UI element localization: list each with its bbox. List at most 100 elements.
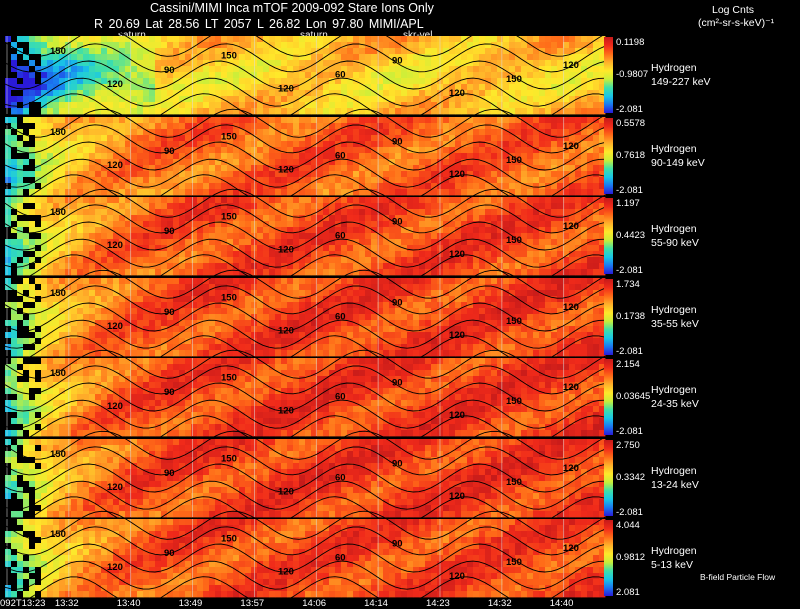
pitch-angle-contours: [4, 269, 606, 365]
pitch-angle-contours: [4, 108, 606, 204]
contour-labels: 150 120 90 150 120 60 90 120 150 120: [50, 207, 579, 260]
contour-label: 120: [278, 244, 294, 255]
contour-line: [4, 335, 606, 365]
contour-label: 150: [50, 288, 66, 299]
contour-label: 60: [335, 69, 346, 80]
overlay-label-saturn-2: saturn: [300, 30, 328, 41]
contour-line: [4, 576, 606, 606]
contour-line: [4, 43, 606, 73]
colorbar-cmid-label: 0.7618: [616, 150, 646, 161]
contour-labels: 150 120 90 150 120 60 90 120 150 120: [50, 288, 579, 341]
colorbar-cmax-label: 0.5578: [616, 118, 646, 129]
contour-label: 120: [107, 321, 123, 332]
contour-label: 90: [392, 216, 403, 227]
contour-label: 150: [506, 557, 522, 568]
panel-5: 150 120 90 150 120 60 90 120 150 120: [4, 349, 613, 445]
contour-label: 120: [278, 164, 294, 175]
contour-line: [4, 446, 606, 476]
contour-line: [4, 158, 606, 188]
contour-label: 150: [221, 534, 237, 545]
colorbar-units: (cm²-sr-s-keV)⁻¹: [698, 17, 775, 29]
contour-label: 150: [221, 454, 237, 465]
colorbar-3: [604, 198, 613, 274]
contour-label: 90: [164, 548, 175, 559]
contour-label: 90: [164, 146, 175, 157]
contour-label: 150: [50, 529, 66, 540]
colorbar-cmin-label: -2.081: [616, 104, 643, 115]
panel-2: 150 120 90 150 120 60 90 120 150 120: [4, 108, 613, 204]
colorbar-cmid-label: 0.03645: [616, 391, 651, 402]
contour-line: [4, 496, 606, 526]
panel-energy: 35-55 keV: [651, 318, 699, 330]
contour-label: 90: [164, 226, 175, 237]
contour-label: 90: [392, 538, 403, 549]
colorbar-cmid-label: 0.1738: [616, 311, 646, 322]
contour-line: [4, 27, 606, 57]
panel-label: Hydrogen 90-149 keV: [651, 142, 791, 170]
contour-line: [4, 526, 606, 556]
x-tick-label: 14:06: [302, 598, 327, 609]
colorbar-cmax-label: 4.044: [616, 520, 640, 531]
contour-line: [4, 141, 606, 171]
colorbar-cmin-label: -2.081: [616, 185, 643, 196]
contour-line: [4, 349, 606, 379]
colorbar-cmid-label: 0.9812: [616, 552, 646, 563]
bfield-label: B-field Particle Flow: [700, 572, 776, 582]
chart-header: Cassini/MIMI Inca mTOF 2009-092 Stare Io…: [0, 0, 800, 41]
colorbar-cmax-label: 2.154: [616, 359, 640, 370]
x-tick-label: 14:32: [487, 598, 512, 609]
colorbar-cmax-label: 0.1198: [616, 37, 645, 48]
heatmap-cells: [5, 278, 606, 357]
contour-line: [4, 430, 606, 460]
panel-6: 150 120 90 150 120 60 90 120 150 120: [4, 430, 613, 526]
contour-line: [4, 319, 606, 349]
panel-energy: 24-35 keV: [651, 398, 699, 410]
contour-label: 120: [449, 571, 465, 582]
contour-label: 120: [107, 79, 123, 90]
contour-label: 120: [449, 410, 465, 421]
contour-label: 60: [335, 391, 346, 402]
contour-line: [4, 254, 606, 284]
contour-line: [4, 124, 606, 154]
panel-7: 150 120 90 150 120 60 90 120 150 120: [4, 510, 613, 606]
panel-3: 150 120 90 150 120 60 90 120 150 120: [4, 188, 613, 284]
contour-label: 90: [164, 387, 175, 398]
contour-label: 150: [50, 368, 66, 379]
colorbar-cmin-label: -2.081: [616, 265, 643, 276]
contour-line: [4, 543, 606, 573]
contour-label: 120: [107, 562, 123, 573]
panel-species: Hydrogen: [651, 223, 697, 235]
contour-label: 90: [164, 65, 175, 76]
contour-label: 150: [506, 155, 522, 166]
colorbar-7: [604, 520, 613, 596]
colorbar-units-label: Log Cnts: [712, 4, 755, 16]
contour-label: 120: [278, 405, 294, 416]
contour-labels: 150 120 90 150 120 60 90 120 150 120: [50, 449, 579, 502]
pitch-angle-contours: [4, 510, 606, 606]
contour-label: 60: [335, 150, 346, 161]
x-tick-label: 14:23: [425, 598, 450, 609]
contour-line: [4, 221, 606, 251]
contour-labels: 150 120 90 150 120 60 90 120 150 120: [50, 46, 579, 99]
heatmap-cells: [5, 519, 606, 598]
contour-label: 120: [563, 302, 579, 313]
colorbar-4: [604, 279, 613, 355]
contour-label: 120: [563, 543, 579, 554]
contour-line: [4, 204, 606, 234]
colorbar-cmax-label: 1.734: [616, 279, 640, 290]
contour-label: 150: [50, 46, 66, 57]
contour-label: 120: [278, 325, 294, 336]
contour-line: [4, 93, 606, 123]
contour-label: 150: [506, 74, 522, 85]
panel-energy: 55-90 keV: [651, 237, 699, 249]
contour-label: 120: [449, 491, 465, 502]
contour-line: [4, 365, 606, 395]
colorbar-1: [604, 37, 613, 113]
contour-line: [4, 269, 606, 299]
x-tick-label: 14:40: [549, 598, 574, 609]
panel-species: Hydrogen: [651, 62, 697, 74]
contour-label: 150: [221, 293, 237, 304]
contour-line: [4, 108, 606, 138]
contour-line: [4, 188, 606, 218]
